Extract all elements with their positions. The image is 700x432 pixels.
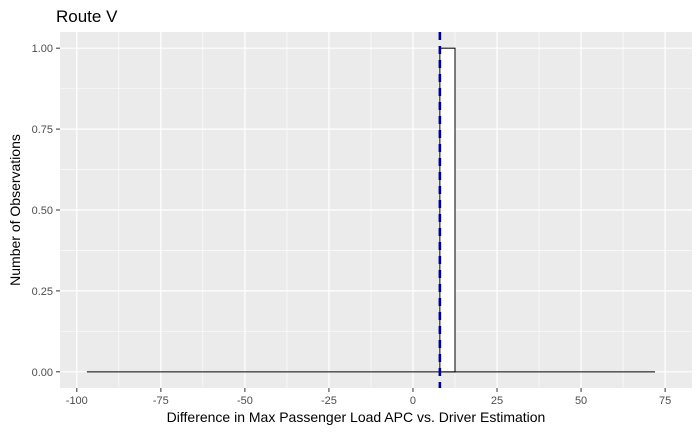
x-tick-label: -25 [321, 395, 337, 407]
chart-title: Route V [56, 7, 118, 26]
y-tick-label: 1.00 [32, 43, 53, 55]
y-tick-label: 0.25 [32, 286, 53, 298]
x-tick-label: 75 [659, 395, 671, 407]
x-axis-title: Difference in Max Passenger Load APC vs.… [167, 409, 546, 425]
x-tick-label: 50 [575, 395, 587, 407]
y-axis: 0.00 0.25 0.50 0.75 1.00 [32, 43, 60, 379]
histogram-bar [439, 47, 456, 373]
x-tick-label: -75 [153, 395, 169, 407]
x-tick-label: -50 [237, 395, 253, 407]
y-tick-label: 0.00 [32, 367, 53, 379]
x-tick-label: 0 [410, 395, 416, 407]
y-tick-label: 0.50 [32, 205, 53, 217]
x-tick-label: -100 [66, 395, 88, 407]
y-axis-title: Number of Observations [7, 134, 23, 286]
x-tick-label: 25 [491, 395, 503, 407]
y-tick-label: 0.75 [32, 124, 53, 136]
x-axis: -100 -75 -50 -25 0 25 50 75 [66, 388, 671, 407]
histogram-bars [86, 47, 656, 373]
